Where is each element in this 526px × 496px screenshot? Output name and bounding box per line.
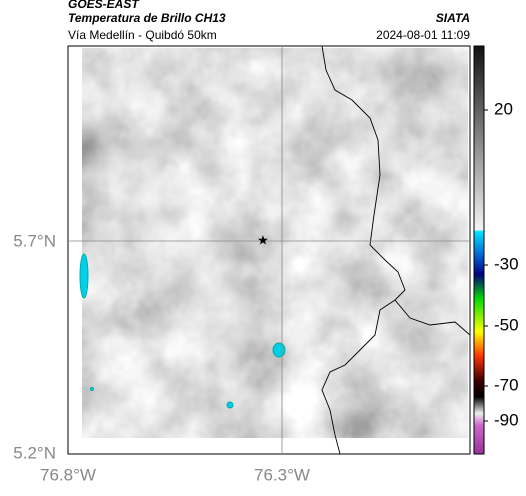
satellite-image <box>82 48 468 438</box>
colorbar-label: -50 <box>494 315 519 334</box>
colorbar-label: -70 <box>494 375 519 394</box>
city-marker: ★ <box>257 232 269 247</box>
graticule <box>68 46 470 454</box>
lat-label: 5.7°N <box>13 231 56 250</box>
datetime: 2024-08-01 11:09 <box>376 28 470 42</box>
lat-label: 5.2°N <box>13 443 56 462</box>
colorbar-label: -30 <box>494 254 519 273</box>
cold-clouds <box>79 253 286 409</box>
satellite: GOES-EAST <box>68 0 140 11</box>
colorbar <box>473 45 485 455</box>
lon-label: 76.3°W <box>254 465 310 484</box>
colorbar-label: 20 <box>494 99 513 118</box>
region: Vía Medellín - Quibdó 50km <box>68 28 217 42</box>
product: Temperatura de Brillo CH13 <box>68 11 226 25</box>
lon-label: 76.8°W <box>40 465 96 484</box>
source: SIATA <box>436 11 470 25</box>
borders <box>321 45 471 455</box>
colorbar-label: -90 <box>494 410 519 429</box>
